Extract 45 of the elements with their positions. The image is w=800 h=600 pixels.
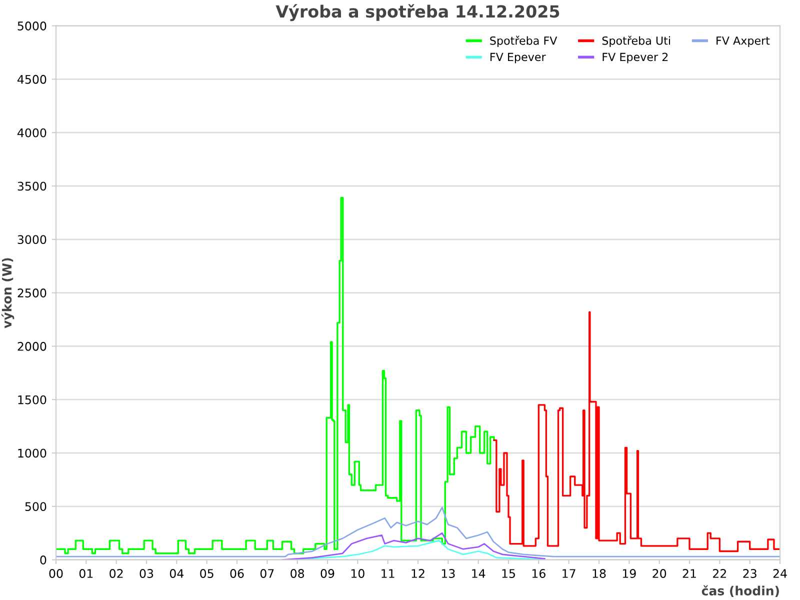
- y-tick-label: 4500: [18, 74, 46, 84]
- x-tick-label: 14: [472, 569, 486, 578]
- legend-label: Spotřeba Uti: [602, 36, 670, 47]
- x-tick-label: 07: [260, 569, 274, 578]
- x-tick-label: 22: [713, 569, 726, 578]
- x-tick-label: 17: [562, 569, 576, 578]
- x-tick-label: 12: [412, 569, 424, 578]
- x-tick-label: 19: [622, 569, 636, 578]
- x-tick-label: 18: [592, 569, 606, 578]
- y-axis-title: výkon (W): [1, 258, 14, 328]
- x-tick-label: 23: [743, 569, 756, 578]
- y-tick-label: 4000: [18, 128, 46, 138]
- x-tick-label: 13: [442, 569, 455, 578]
- x-tick-label: 21: [682, 569, 696, 578]
- y-tick-label: 1500: [18, 395, 46, 404]
- legend-label: FV Epever 2: [602, 52, 668, 64]
- x-tick-label: 24: [773, 569, 787, 578]
- x-tick-label: 04: [170, 569, 184, 578]
- y-tick-label: 1000: [18, 448, 46, 458]
- x-axis-title: čas (hodin): [702, 585, 779, 597]
- x-tick-label: 20: [652, 569, 666, 578]
- x-tick-label: 01: [79, 569, 93, 578]
- legend-label: Spotřeba FV: [490, 36, 558, 47]
- x-tick-label: 10: [351, 569, 364, 578]
- y-tick-label: 5000: [18, 22, 46, 30]
- y-tick-label: 3500: [18, 182, 46, 191]
- line-series: [56, 506, 780, 558]
- y-tick-label: 2000: [18, 342, 46, 351]
- y-tick-label: 0: [40, 556, 46, 564]
- y-tick-label: 2500: [18, 288, 46, 298]
- x-tick-label: 09: [320, 569, 334, 578]
- x-tick-label: 06: [230, 569, 244, 578]
- y-tick-label: 500: [25, 502, 46, 512]
- x-tick-label: 03: [140, 569, 154, 578]
- legend-label: FV Axpert: [716, 36, 770, 47]
- x-tick-label: 16: [532, 569, 546, 578]
- legend-label: FV Epever: [490, 52, 546, 64]
- y-tick-label: 3000: [18, 235, 46, 244]
- x-tick-label: 15: [502, 569, 515, 578]
- chart-title: Výroba a spotřeba 14.12.2025: [276, 4, 560, 22]
- x-tick-label: 11: [382, 569, 394, 578]
- x-tick-label: 08: [290, 569, 304, 578]
- x-tick-label: 00: [49, 569, 63, 578]
- x-tick-label: 05: [200, 569, 214, 578]
- x-tick-label: 02: [110, 569, 123, 578]
